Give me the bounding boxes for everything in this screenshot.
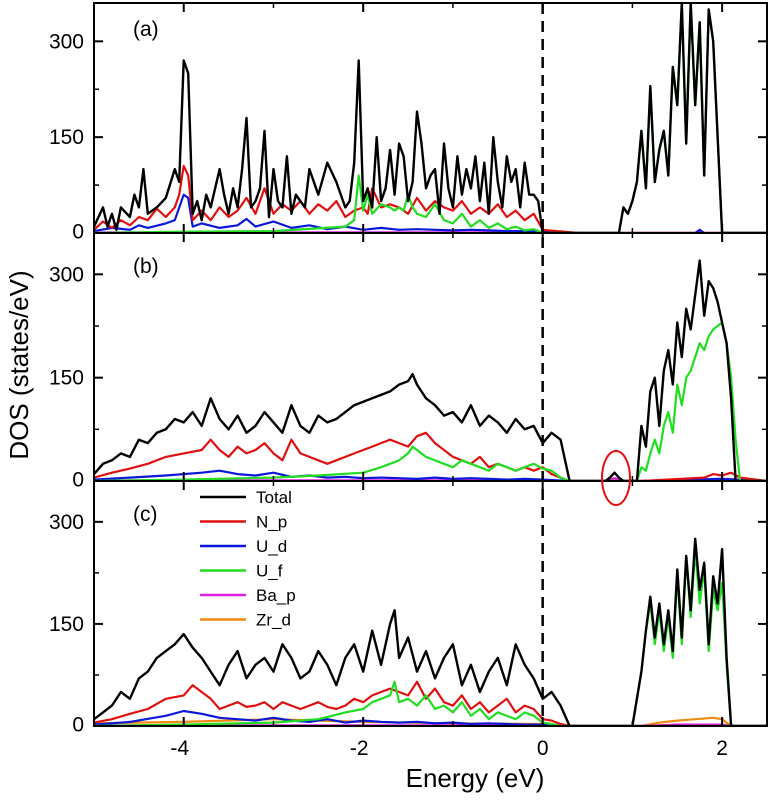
panel-2-series-group: [94, 537, 767, 726]
panel-0-series-group: [94, 3, 767, 233]
y-tick-label-2-2: 300: [49, 511, 84, 534]
x-axis-title: Energy (eV): [406, 763, 545, 793]
legend-label-n-p: N_p: [256, 513, 287, 532]
series-line-total-panel-1: [94, 259, 767, 481]
y-axis-title: DOS (states/eV): [4, 270, 34, 459]
series-line-u-f-panel-2: [94, 548, 767, 726]
y-tick-label-0-1: 150: [49, 126, 84, 149]
series-line-u-d-panel-2: [94, 709, 767, 726]
series-line-u-d-panel-1: [94, 469, 767, 481]
legend-label-total: Total: [256, 488, 292, 507]
panel-1-series-group: [94, 259, 767, 481]
series-line-n-p-panel-2: [94, 680, 767, 726]
y-tick-label-1-0: 0: [72, 469, 84, 492]
y-tick-label-1-2: 300: [49, 263, 84, 286]
series-line-u-f-panel-0: [94, 3, 767, 233]
highlight-circle-annotation: [601, 450, 631, 506]
legend-label-ba-p: Ba_p: [256, 586, 296, 605]
y-tick-label-0-0: 0: [72, 221, 84, 244]
panel-frame-0: [93, 2, 768, 234]
series-line-n-p-panel-0: [94, 164, 767, 233]
x-tick-label-0: -4: [170, 737, 189, 760]
series-line-n-p-panel-1: [94, 431, 767, 481]
y-tick-label-2-0: 0: [72, 714, 84, 737]
legend-label-u-d: U_d: [256, 537, 287, 556]
series-line-u-f-panel-1: [94, 321, 767, 481]
panel-frame-2: [93, 480, 768, 727]
series-line-u-d-panel-0: [94, 193, 767, 233]
panel-label-0: (a): [133, 18, 159, 41]
x-tick-label-3: 2: [716, 737, 728, 760]
y-tick-label-0-2: 300: [49, 30, 84, 53]
series-line-total-panel-0: [94, 3, 767, 233]
y-tick-label-1-1: 150: [49, 367, 84, 390]
legend-label-zr-d: Zr_d: [256, 611, 291, 630]
panel-label-2: (c): [133, 503, 158, 526]
legend-label-u-f: U_f: [256, 562, 283, 581]
x-tick-label-2: 0: [537, 737, 549, 760]
x-tick-label-1: -2: [350, 737, 369, 760]
panel-label-1: (b): [133, 255, 159, 278]
series-line-total-panel-2: [94, 537, 767, 726]
y-tick-label-2-1: 150: [49, 613, 84, 636]
